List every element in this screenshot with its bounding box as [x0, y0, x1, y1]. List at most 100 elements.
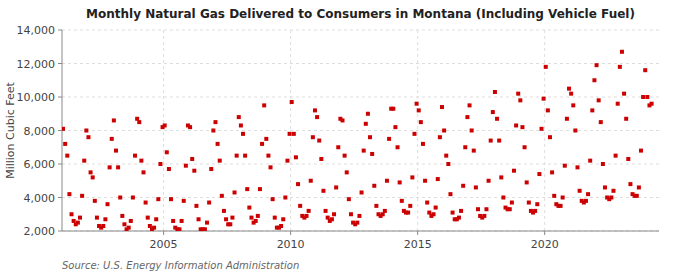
y-grid-line — [62, 97, 659, 98]
data-point — [512, 169, 516, 173]
x-tick — [290, 231, 291, 235]
data-point — [131, 196, 135, 200]
data-point — [336, 145, 340, 149]
x-grid-line — [417, 30, 418, 231]
data-point — [235, 154, 239, 158]
data-point — [542, 97, 546, 101]
data-point — [309, 179, 313, 183]
y-tick — [58, 130, 62, 131]
data-point — [425, 201, 429, 205]
data-point — [487, 179, 491, 183]
x-grid-line — [544, 30, 545, 231]
data-point — [288, 132, 292, 136]
data-point — [118, 196, 122, 200]
grid — [62, 30, 659, 231]
data-point — [497, 139, 501, 143]
data-point — [129, 219, 133, 223]
data-point — [499, 175, 503, 179]
source-note: Source: U.S. Energy Information Administ… — [62, 260, 299, 271]
data-point — [285, 159, 289, 163]
data-point — [459, 209, 463, 213]
data-point — [82, 159, 86, 163]
y-tick-label: 8,000 — [24, 125, 56, 138]
data-point — [393, 125, 397, 129]
data-point — [67, 192, 71, 196]
data-point — [106, 202, 110, 206]
data-point — [465, 115, 469, 119]
data-point — [345, 170, 349, 174]
data-point — [332, 212, 336, 216]
data-point — [330, 217, 334, 221]
data-point — [643, 68, 647, 72]
data-point — [548, 135, 552, 139]
data-point — [122, 222, 126, 226]
data-point — [527, 201, 531, 205]
data-point — [546, 108, 550, 112]
data-point — [207, 201, 211, 205]
y-tick-label: 4,000 — [24, 192, 56, 205]
data-point — [616, 102, 620, 106]
data-point — [103, 217, 107, 221]
data-point — [237, 115, 241, 119]
x-grid-line — [290, 30, 291, 231]
data-point — [552, 194, 556, 198]
data-point — [601, 162, 605, 166]
data-point — [273, 216, 277, 220]
data-point — [472, 149, 476, 153]
data-point — [86, 135, 90, 139]
data-point — [417, 108, 421, 112]
data-point — [192, 169, 196, 173]
data-point — [355, 221, 359, 225]
y-axis-label: Million Cubic Feet — [4, 81, 17, 178]
data-point — [188, 125, 192, 129]
data-point — [241, 132, 245, 136]
data-point — [635, 194, 639, 198]
data-point — [120, 214, 124, 218]
data-point — [412, 132, 416, 136]
data-point — [163, 123, 167, 127]
data-point — [165, 150, 169, 154]
data-point — [311, 135, 315, 139]
x-tick-label: 2010 — [277, 238, 305, 251]
data-point — [408, 204, 412, 208]
data-point — [158, 162, 162, 166]
data-point — [474, 185, 478, 189]
data-point — [171, 219, 175, 223]
data-point — [518, 98, 522, 102]
data-point — [470, 129, 474, 133]
data-point — [559, 204, 563, 208]
data-point — [611, 189, 615, 193]
data-point — [230, 216, 234, 220]
x-tick-label: 2005 — [150, 238, 178, 251]
x-tick-label: 2020 — [531, 238, 559, 251]
data-point — [626, 157, 630, 161]
data-point — [592, 78, 596, 82]
data-point — [569, 92, 573, 96]
x-grid-line — [163, 30, 164, 231]
data-point — [292, 132, 296, 136]
data-point — [624, 117, 628, 121]
data-point — [349, 212, 353, 216]
data-point — [391, 107, 395, 111]
data-point — [387, 137, 391, 141]
data-point — [142, 170, 146, 174]
data-point — [319, 157, 323, 161]
data-point — [305, 214, 309, 218]
data-point — [575, 165, 579, 169]
data-point — [89, 170, 93, 174]
data-point — [650, 102, 654, 106]
data-point — [279, 224, 283, 228]
data-point — [533, 209, 537, 213]
data-point — [423, 179, 427, 183]
data-point — [523, 145, 527, 149]
data-point — [167, 167, 171, 171]
data-point — [197, 217, 201, 221]
data-point — [194, 204, 198, 208]
data-point — [127, 226, 131, 230]
data-point — [410, 175, 414, 179]
data-point — [614, 154, 618, 158]
data-point — [597, 98, 601, 102]
data-point — [269, 165, 273, 169]
data-point — [510, 201, 514, 205]
data-point — [222, 209, 226, 213]
